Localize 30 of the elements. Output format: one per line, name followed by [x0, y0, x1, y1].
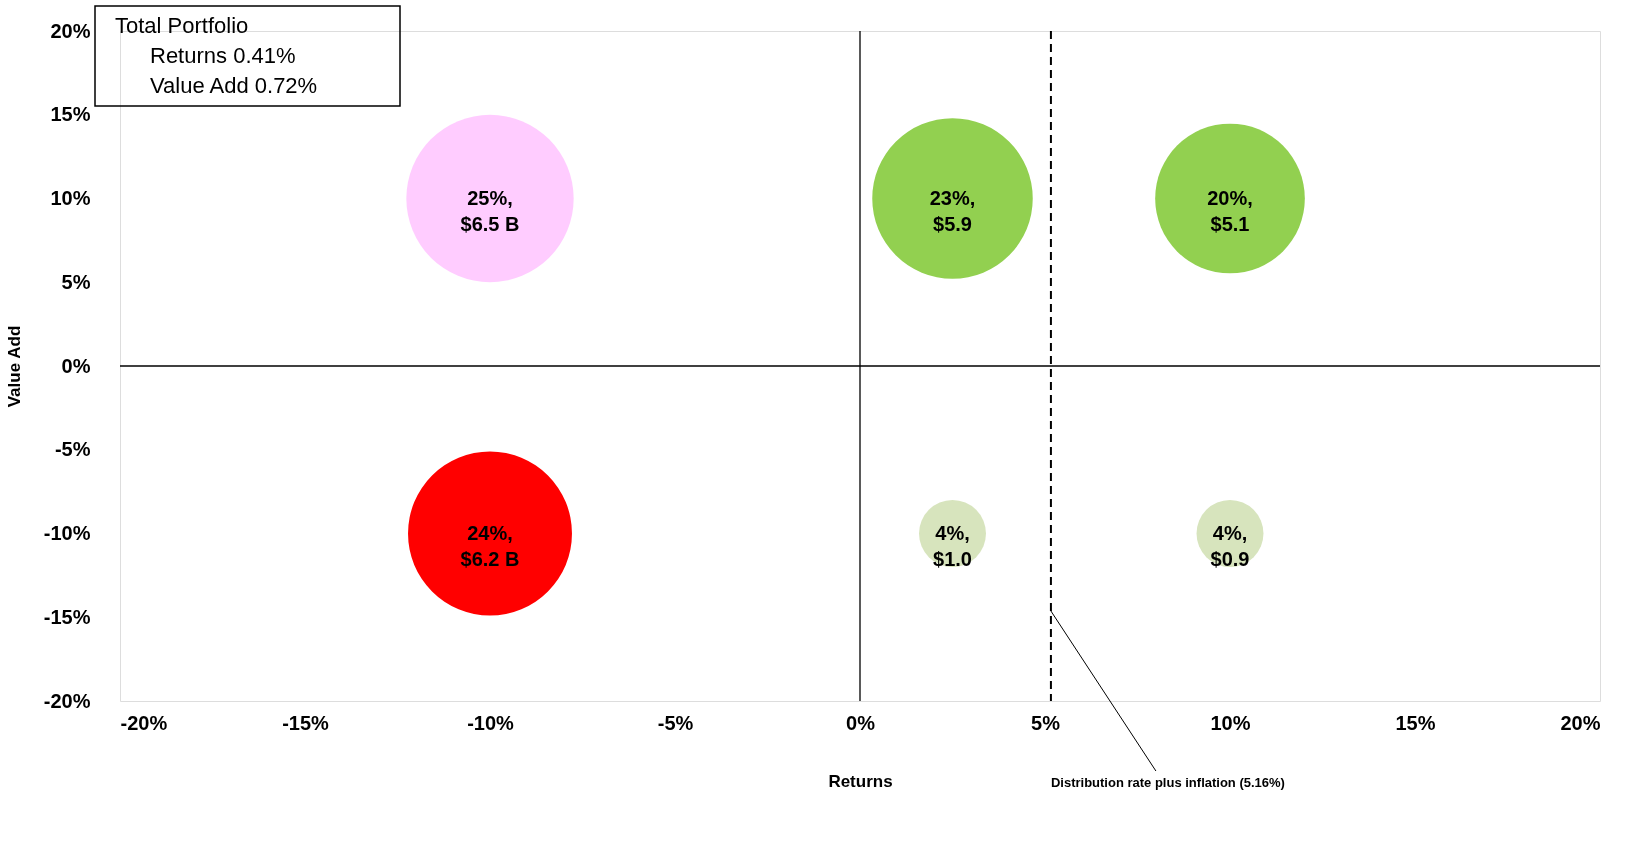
data-label: 4%, $1.0 [933, 521, 972, 570]
data-label: 24%, $6.2 B [460, 521, 520, 570]
data-label: 23%, $5.9 [929, 186, 976, 235]
data-label: 4%, $0.9 [1210, 521, 1250, 570]
ref-line-label: Distribution rate plus inflation (5.16%) [1050, 775, 1285, 790]
y-tick-label: -15% [43, 605, 91, 628]
annotation: Value Add 0.72% [150, 73, 318, 98]
y-tick-label: 5% [61, 270, 91, 293]
y-tick-label: 10% [50, 187, 91, 209]
x-tick-label: 5% [1031, 711, 1061, 734]
data-label: 25%, $6.5 B [460, 186, 520, 235]
y-tick-label: 0% [61, 354, 91, 377]
data-label: 20%, $5.1 [1207, 186, 1253, 235]
x-tick-label: -15% [282, 711, 330, 734]
x-tick-label: 20% [1560, 711, 1601, 734]
y-tick-label: -5% [54, 438, 91, 461]
x-tick-label: 10% [1210, 711, 1251, 734]
x-tick-label: 15% [1395, 711, 1436, 734]
x-axis-title: Returns [828, 771, 893, 791]
x-tick-label: -5% [657, 711, 694, 734]
x-tick-label: -20% [120, 711, 168, 734]
y-tick-label: -10% [43, 522, 91, 544]
x-tick-label: -10% [467, 711, 515, 734]
y-tick-label: 15% [50, 103, 91, 126]
y-tick-label: 20% [50, 19, 91, 42]
annotation: Total Portfolio [115, 13, 249, 38]
annotation: Returns 0.41% [150, 43, 296, 68]
x-tick-label: 0% [846, 711, 876, 734]
y-tick-label: -20% [43, 689, 91, 712]
y-axis-title: Value Add [4, 325, 24, 408]
